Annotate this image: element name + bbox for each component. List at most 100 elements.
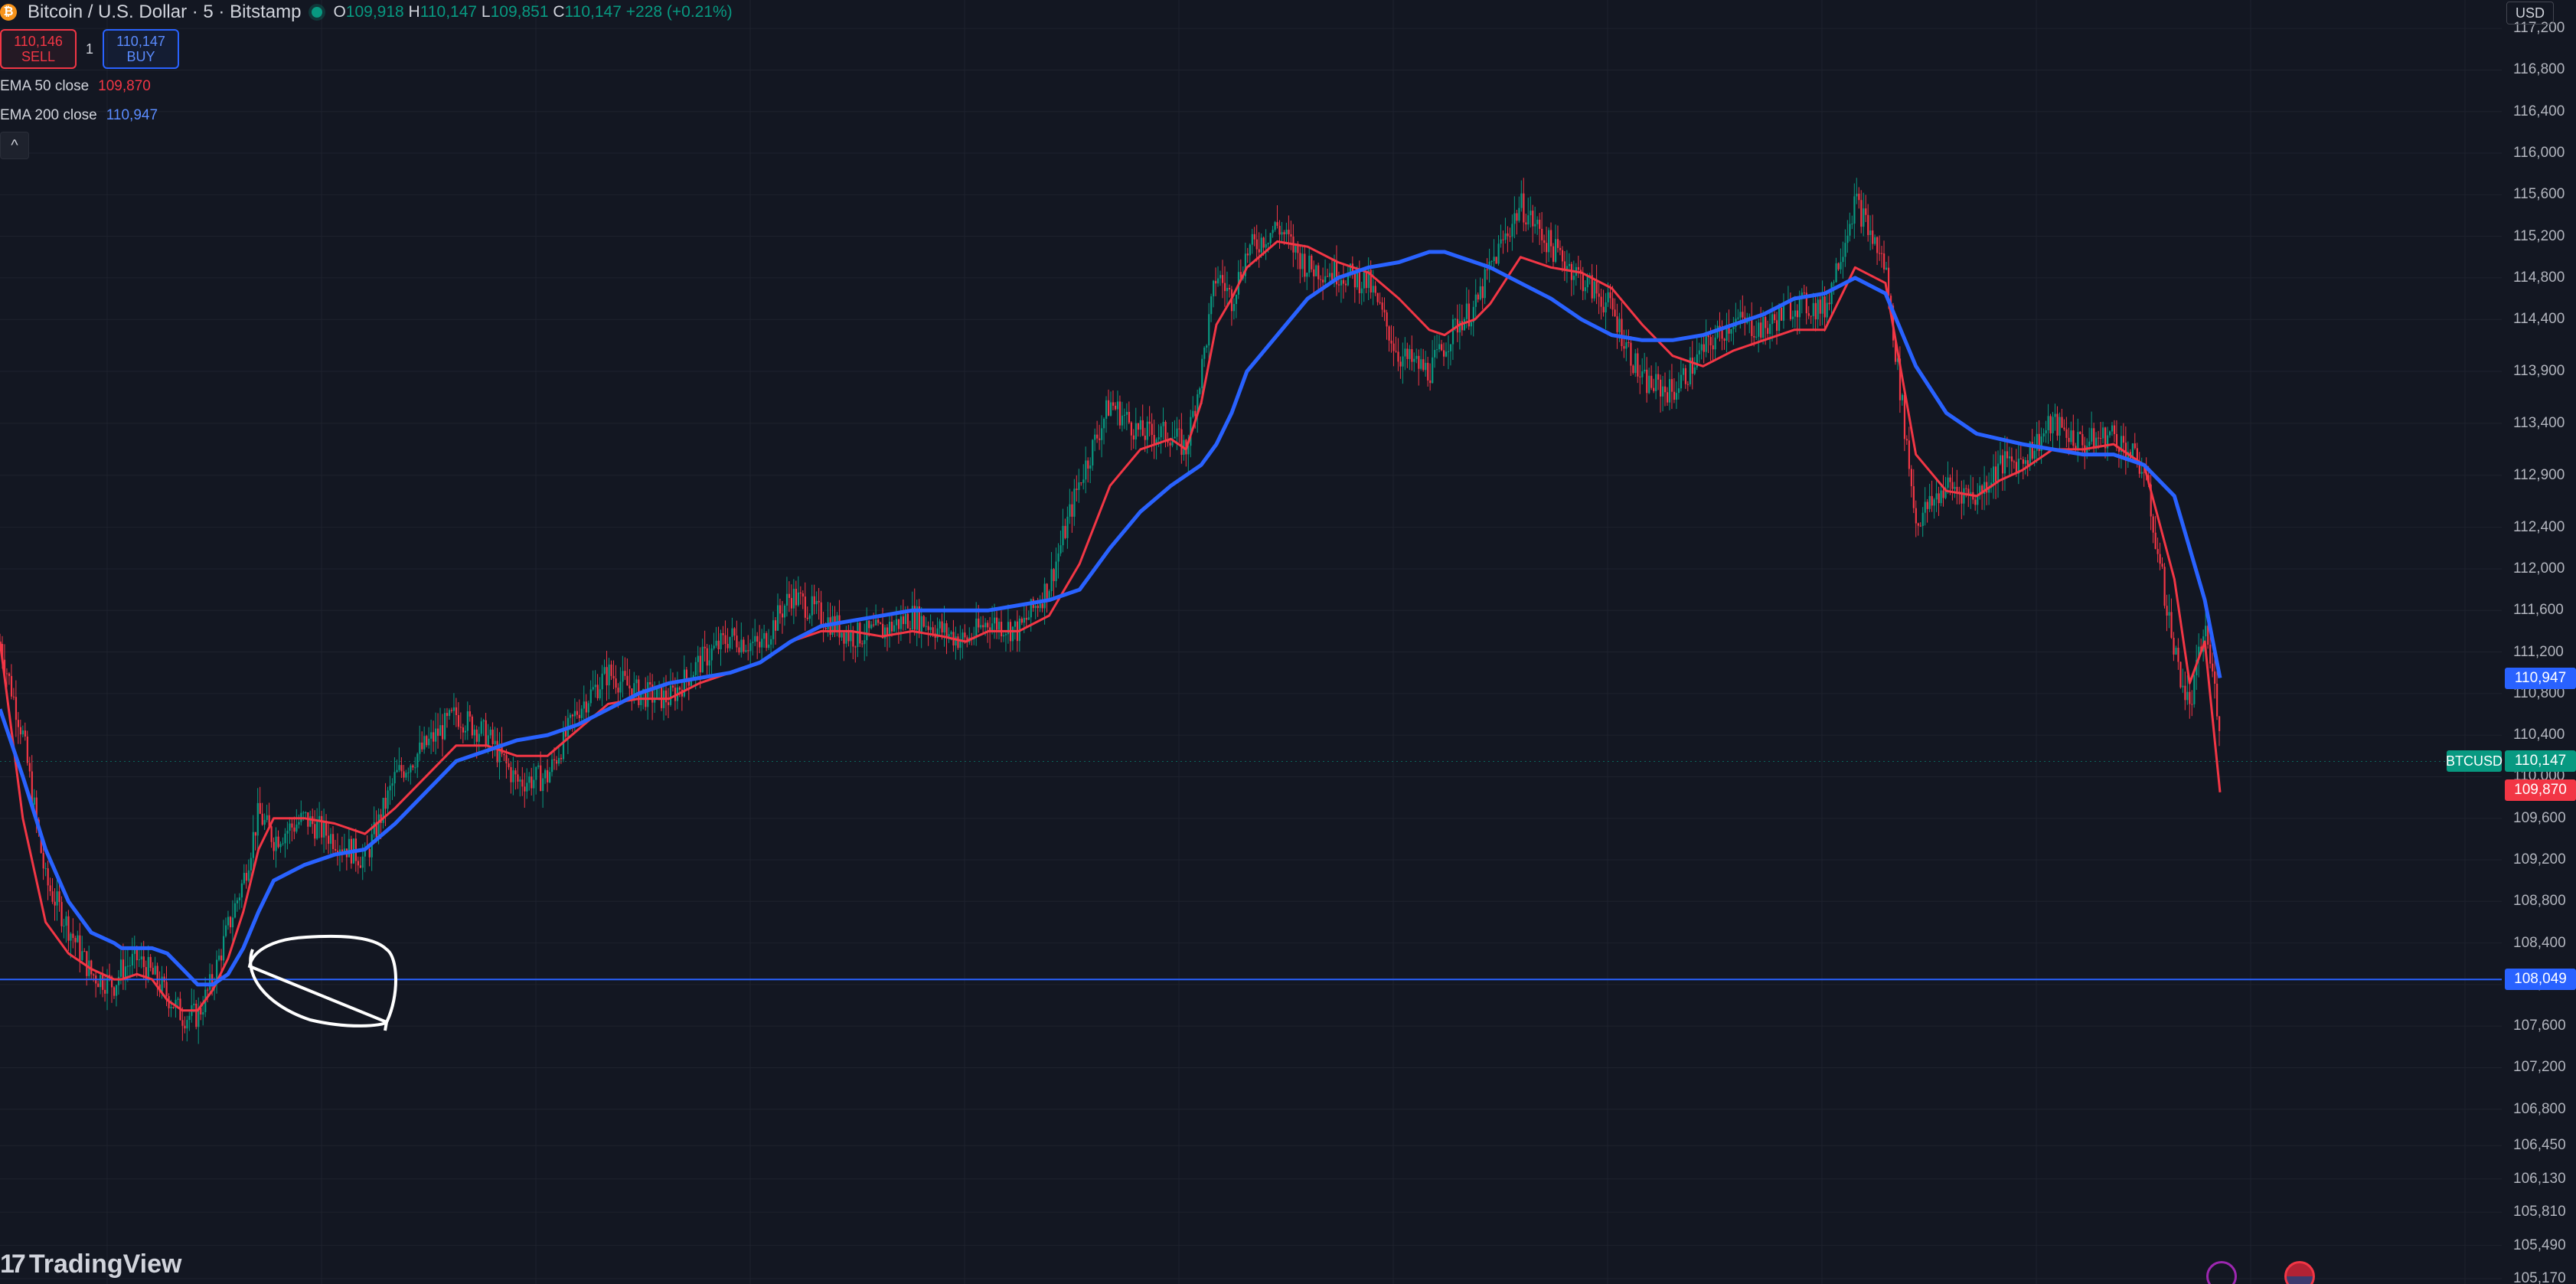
candle-body	[2156, 548, 2159, 554]
ema50-line[interactable]	[0, 240, 2222, 1012]
candle-body	[1445, 351, 1448, 357]
candle-body	[1507, 233, 1509, 237]
candle-body	[1092, 439, 1094, 466]
lightning-icon[interactable]	[2206, 1261, 2237, 1284]
candle-body	[2173, 637, 2175, 655]
price-tag-110947[interactable]: 110,947	[2505, 667, 2576, 689]
candle-body	[1666, 392, 1669, 403]
candle-body	[1360, 288, 1363, 294]
candle-body	[263, 819, 266, 825]
buy-button[interactable]: 110,147 BUY	[103, 29, 179, 69]
candle-body	[469, 711, 471, 717]
candle-body	[2079, 432, 2081, 434]
candle-body	[847, 632, 850, 642]
price-tag-last[interactable]: 110,147	[2505, 750, 2576, 773]
candle-body	[1591, 275, 1593, 299]
candle-body	[393, 772, 396, 784]
candle-body	[10, 675, 13, 697]
candle-body	[2024, 460, 2026, 464]
candle-body	[1043, 583, 1046, 609]
price-tick-label: 109,200	[2513, 851, 2566, 867]
candle-body	[282, 843, 284, 845]
candle-body	[772, 620, 775, 639]
candle-body	[1103, 418, 1105, 429]
candle-body	[1616, 316, 1618, 332]
candle-body	[2001, 455, 2004, 474]
candle-body	[667, 702, 670, 705]
symbol-title[interactable]: Bitcoin / U.S. Dollar · 5 · Bitstamp	[28, 2, 302, 22]
candle-body	[1076, 488, 1078, 490]
candle-body	[56, 891, 58, 906]
candle-body	[1673, 391, 1676, 400]
candle-body	[1810, 315, 1812, 317]
candle-body	[880, 622, 882, 624]
candle-body	[1073, 488, 1076, 517]
candle-body	[1050, 569, 1053, 591]
candle-body	[97, 983, 100, 988]
candle-body	[1693, 367, 1696, 374]
price-tick-label: 116,000	[2513, 145, 2565, 162]
candle-body	[1970, 492, 1972, 494]
candle-body	[510, 766, 512, 782]
us-flag-icon[interactable]	[2284, 1261, 2315, 1284]
candle-body	[802, 593, 804, 597]
candle-body	[72, 933, 74, 938]
drawn-circle-annotation[interactable]	[247, 934, 397, 1031]
candle-body	[1677, 388, 1680, 394]
candle-body	[1265, 243, 1267, 248]
candle-body	[343, 848, 346, 851]
candle-body	[2205, 626, 2207, 637]
candle-body	[2052, 417, 2054, 433]
candle-body	[957, 636, 959, 649]
candle-body	[1618, 319, 1621, 332]
indicator-ema50[interactable]: EMA 50 close 109,870	[0, 78, 151, 94]
candle-body	[1963, 488, 1965, 504]
candle-body	[51, 891, 54, 902]
bitcoin-icon[interactable]: ₿	[0, 4, 17, 21]
candle-body	[2098, 437, 2100, 439]
ema200-line[interactable]	[0, 250, 2222, 987]
candle-body	[426, 736, 428, 746]
candle-body	[1118, 401, 1121, 426]
candle-body	[133, 946, 135, 954]
candle-body	[1313, 269, 1315, 276]
candle-body	[768, 644, 770, 649]
candle-body	[161, 976, 163, 992]
candle-body	[1844, 243, 1846, 257]
sell-button[interactable]: 110,146 SELL	[0, 29, 77, 69]
currency-selector[interactable]: USD	[2506, 2, 2554, 25]
price-tag-109870[interactable]: 109,870	[2505, 779, 2576, 802]
candle-body	[1451, 319, 1455, 345]
candle-body	[1648, 375, 1650, 394]
price-tag-hline[interactable]: 108,049	[2505, 969, 2576, 991]
price-tick-label: 105,810	[2513, 1204, 2566, 1220]
candle-body	[501, 743, 503, 754]
candle-body	[1586, 276, 1588, 288]
candle-body	[1513, 213, 1516, 224]
candle-body	[2100, 438, 2102, 439]
candle-body	[2184, 685, 2186, 701]
candle-body	[984, 622, 987, 628]
candle-body	[1947, 477, 1949, 488]
candle-body	[2038, 433, 2040, 451]
collapse-legend-button[interactable]: ^	[0, 132, 29, 159]
candle-body	[1703, 344, 1705, 352]
candle-body	[2065, 429, 2068, 438]
candle-body	[1458, 321, 1461, 333]
indicator-ema200[interactable]: EMA 200 close 110,947	[0, 107, 158, 123]
candle-body	[1468, 303, 1470, 327]
candle-body	[1320, 279, 1322, 280]
candle-body	[1944, 487, 1947, 498]
candle-body	[1933, 499, 1935, 506]
candle-body	[606, 667, 608, 686]
candle-body	[1924, 502, 1926, 513]
candle-body	[866, 620, 868, 641]
candle-body	[612, 675, 615, 679]
candle-body	[1903, 394, 1906, 439]
candle-body	[67, 916, 70, 941]
candle-body	[2081, 433, 2084, 446]
candle-body	[1653, 387, 1655, 391]
candle-body	[2031, 442, 2033, 459]
candle-body	[1896, 358, 1899, 362]
